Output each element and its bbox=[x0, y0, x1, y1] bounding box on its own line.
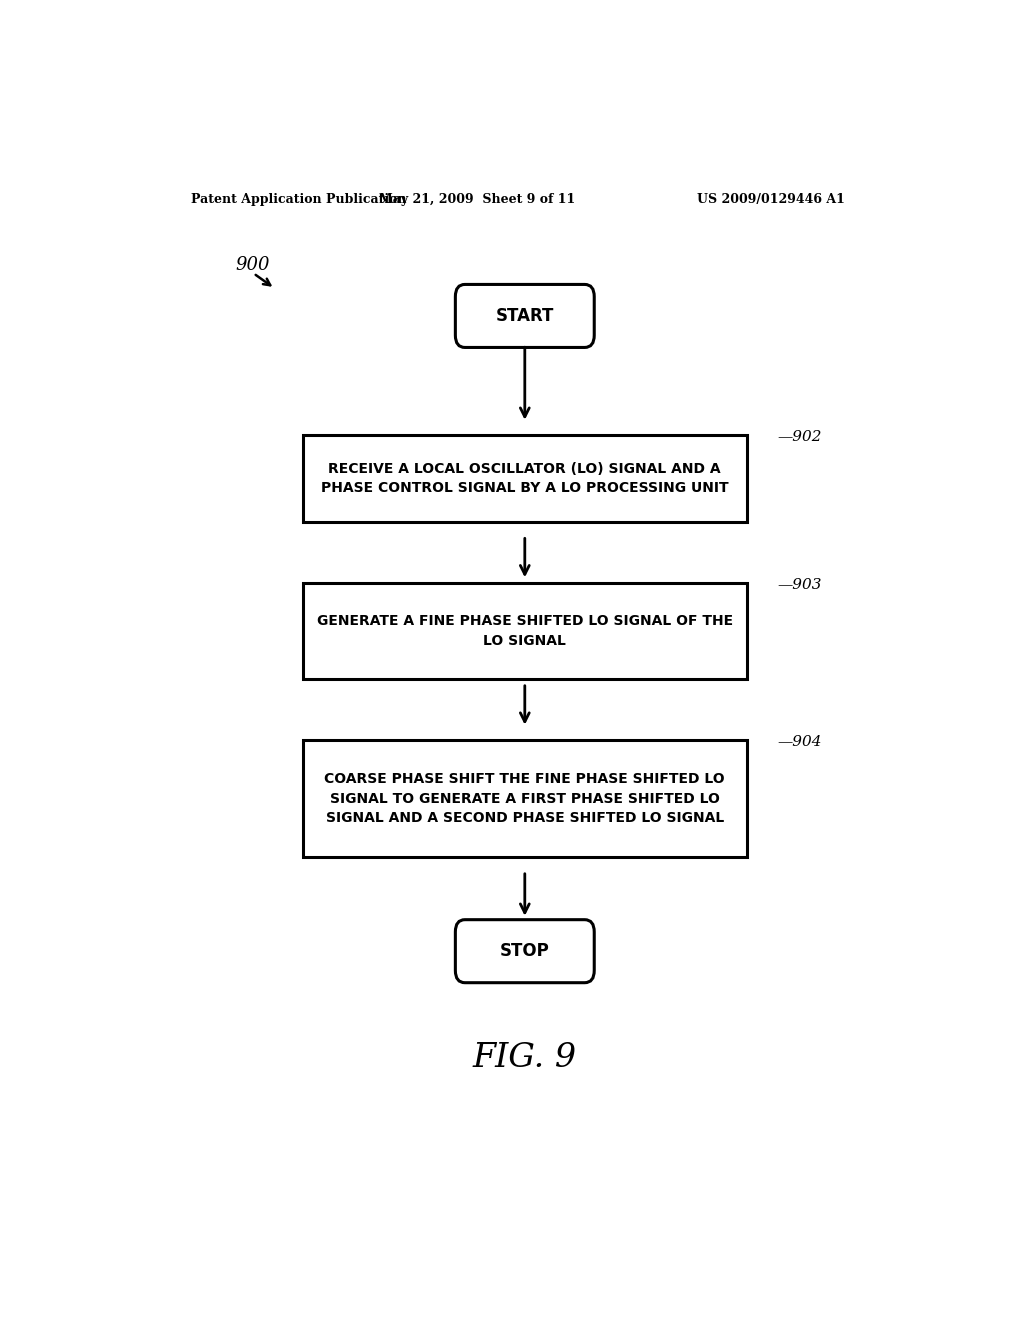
Text: —902: —902 bbox=[777, 430, 821, 445]
Bar bbox=[303, 436, 748, 521]
Bar bbox=[303, 741, 748, 857]
Text: US 2009/0129446 A1: US 2009/0129446 A1 bbox=[697, 193, 845, 206]
FancyBboxPatch shape bbox=[456, 284, 594, 347]
Text: FIG. 9: FIG. 9 bbox=[473, 1041, 577, 1074]
Text: GENERATE A FINE PHASE SHIFTED LO SIGNAL OF THE
LO SIGNAL: GENERATE A FINE PHASE SHIFTED LO SIGNAL … bbox=[316, 614, 733, 648]
Text: —904: —904 bbox=[777, 735, 821, 750]
Text: 900: 900 bbox=[236, 256, 269, 275]
Text: COARSE PHASE SHIFT THE FINE PHASE SHIFTED LO
SIGNAL TO GENERATE A FIRST PHASE SH: COARSE PHASE SHIFT THE FINE PHASE SHIFTE… bbox=[325, 772, 725, 825]
Text: Patent Application Publication: Patent Application Publication bbox=[191, 193, 407, 206]
Text: RECEIVE A LOCAL OSCILLATOR (LO) SIGNAL AND A
PHASE CONTROL SIGNAL BY A LO PROCES: RECEIVE A LOCAL OSCILLATOR (LO) SIGNAL A… bbox=[321, 462, 729, 495]
Text: May 21, 2009  Sheet 9 of 11: May 21, 2009 Sheet 9 of 11 bbox=[379, 193, 575, 206]
Text: —903: —903 bbox=[777, 578, 821, 591]
Bar bbox=[303, 582, 748, 680]
Text: START: START bbox=[496, 308, 554, 325]
Text: STOP: STOP bbox=[500, 942, 550, 960]
FancyBboxPatch shape bbox=[456, 920, 594, 982]
